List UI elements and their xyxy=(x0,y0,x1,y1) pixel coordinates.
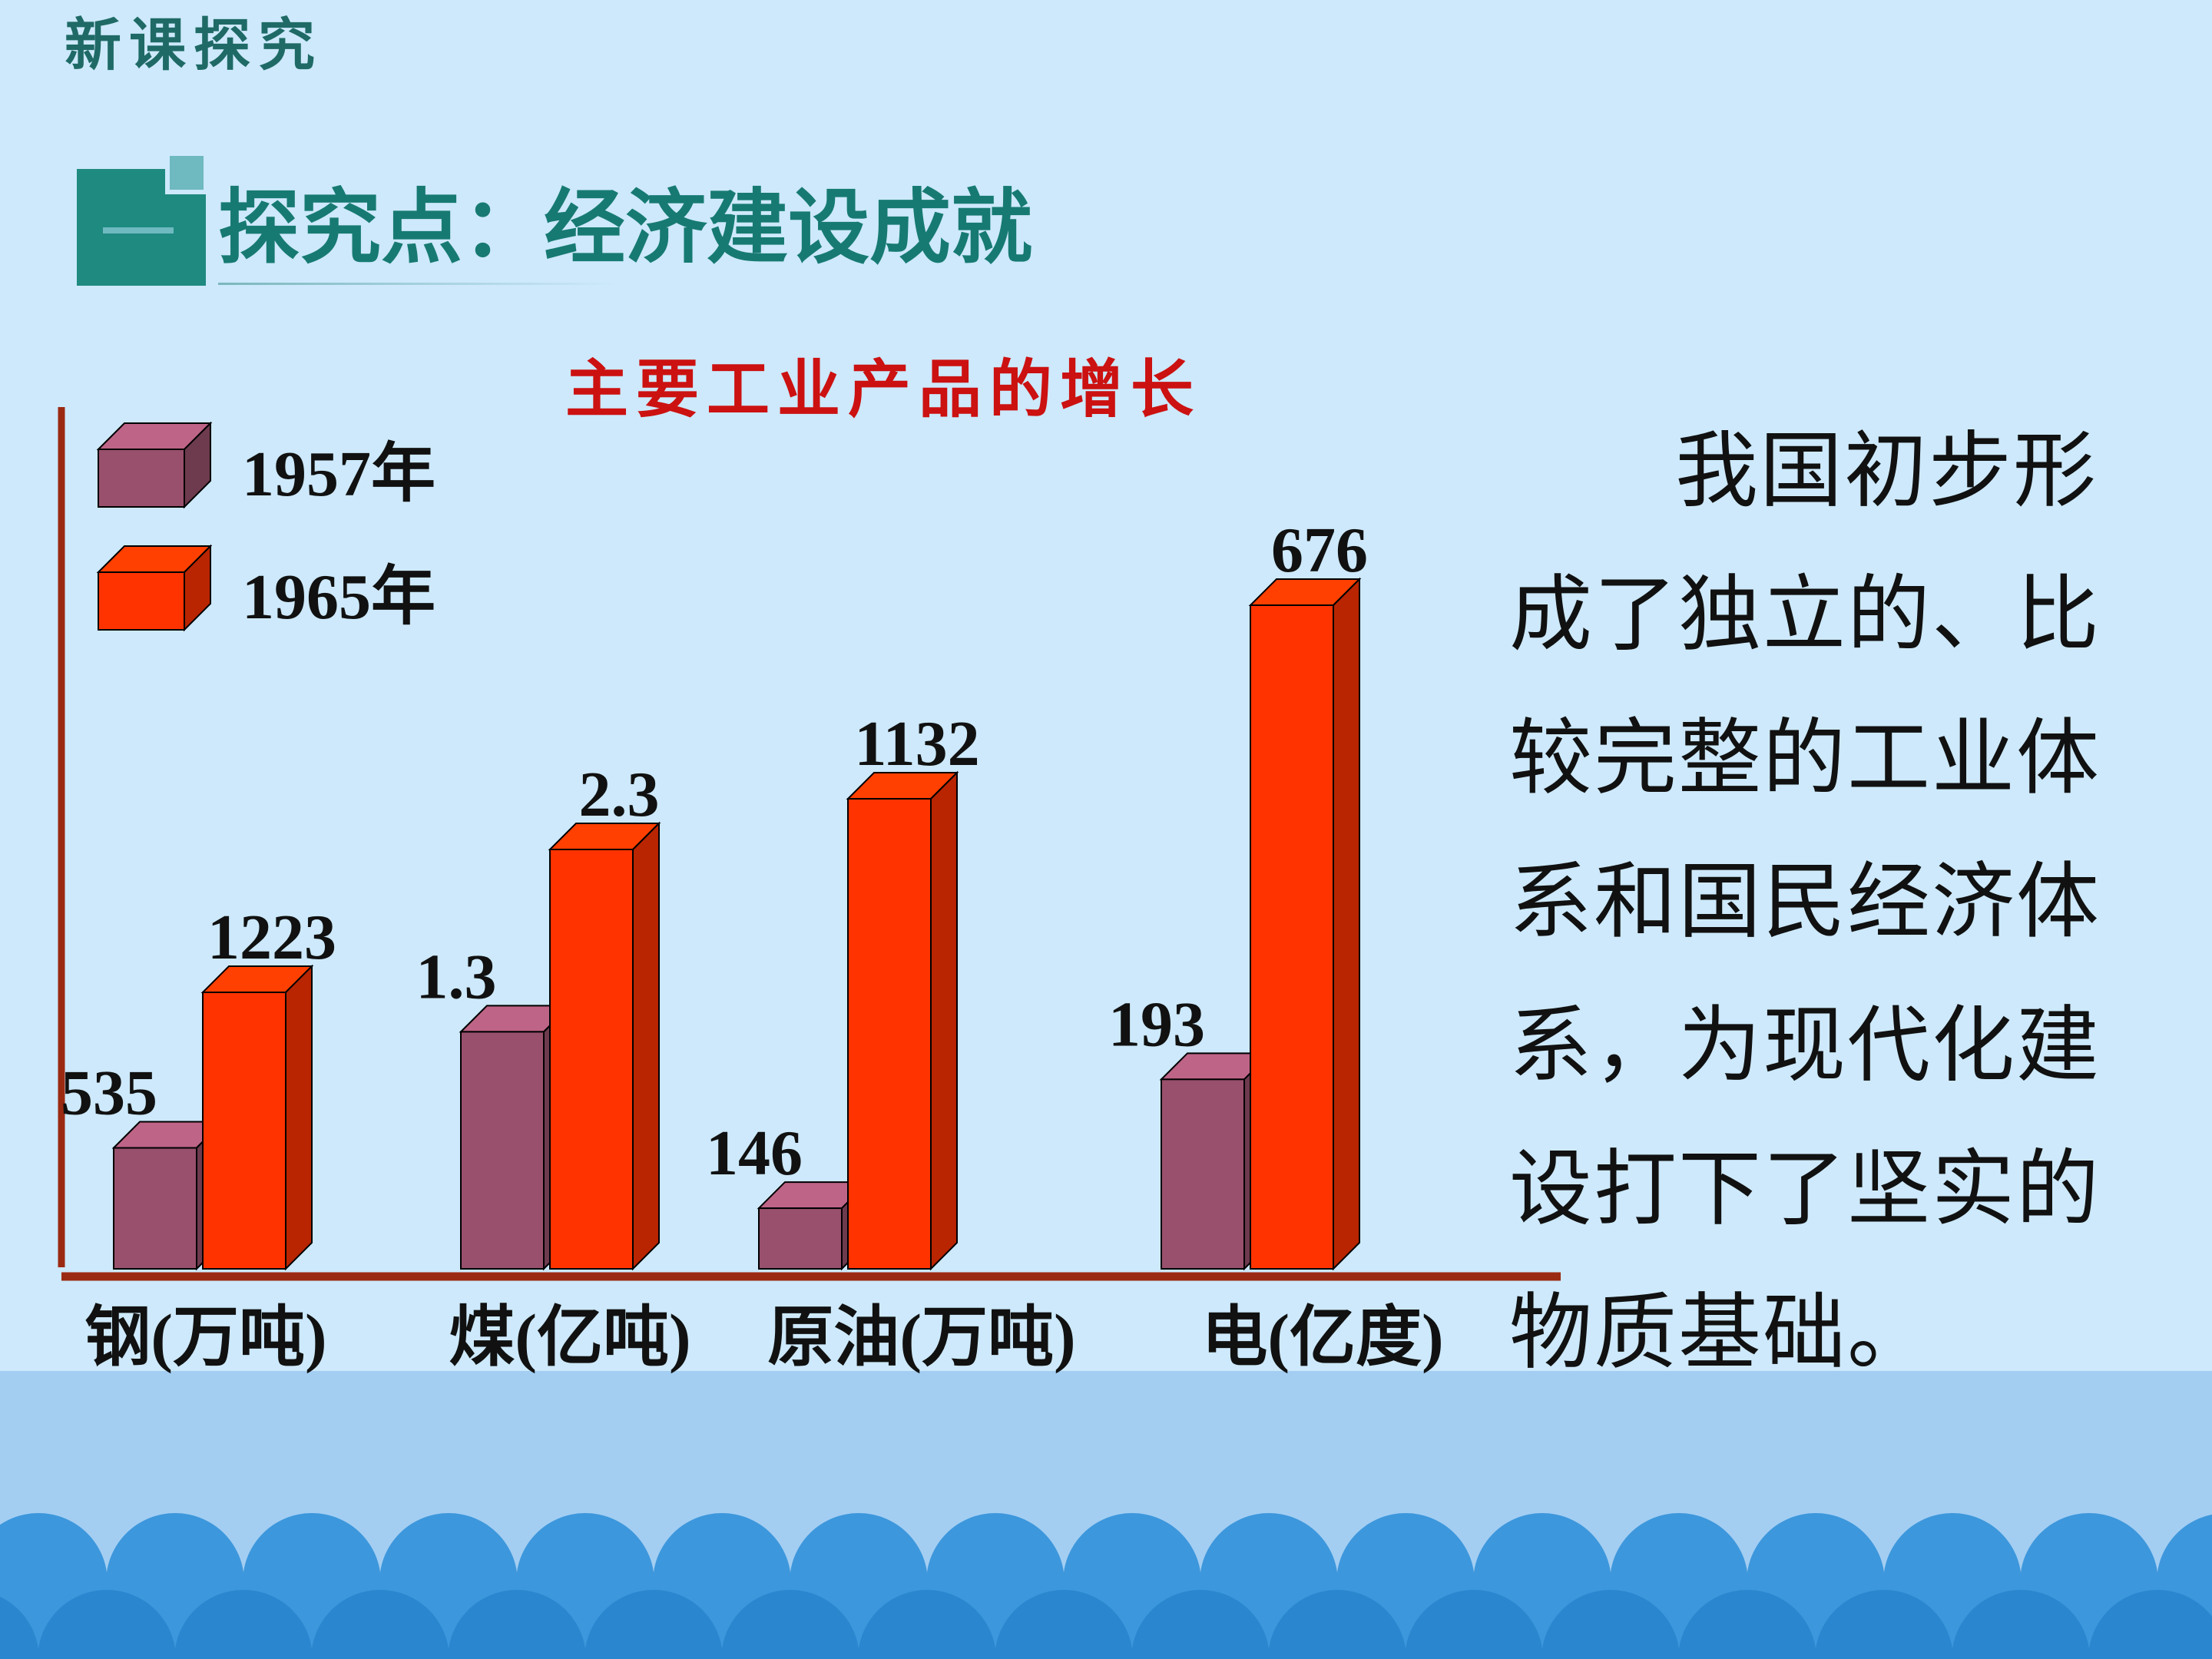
fish-scale-decoration xyxy=(0,1513,2212,1659)
data-label-1-0: 1223 xyxy=(207,902,336,973)
scale-shape xyxy=(448,1590,586,1659)
scale-shape xyxy=(858,1590,996,1659)
scale-shape xyxy=(1815,1590,1953,1659)
scale-shape xyxy=(1678,1590,1816,1659)
scale-shape xyxy=(38,1590,176,1659)
data-label-1-2: 1132 xyxy=(854,708,979,780)
teal-square-with-dash-icon xyxy=(77,154,207,286)
legend-label-1: 1965年 xyxy=(242,561,435,633)
scale-shape xyxy=(1131,1590,1270,1659)
section-title: 探究点：经济建设成就 xyxy=(218,180,1032,275)
category-label-3: 电(亿度) xyxy=(1201,1300,1443,1374)
chart-legend: 1957年 1965年 xyxy=(96,421,435,633)
data-label-0-2: 146 xyxy=(706,1118,803,1189)
legend-label-0: 1957年 xyxy=(242,439,435,510)
title-underline xyxy=(218,283,618,285)
scale-shape xyxy=(311,1590,449,1659)
chart-category-labels: 钢(万吨) 煤(亿吨) 原油(万吨) 电(亿度) xyxy=(84,1300,1443,1374)
data-label-0-3: 193 xyxy=(1108,988,1205,1060)
data-label-1-3: 676 xyxy=(1271,515,1368,586)
data-label-0-1: 1.3 xyxy=(416,941,497,1012)
bar-1-2 xyxy=(846,770,959,1271)
bar-1-1 xyxy=(548,821,661,1271)
category-label-0: 钢(万吨) xyxy=(84,1300,326,1374)
scale-shape xyxy=(1541,1590,1680,1659)
scale-shape xyxy=(174,1590,313,1659)
legend-swatch-0 xyxy=(96,421,213,509)
legend-swatch-1 xyxy=(96,544,213,632)
category-label-2: 原油(万吨) xyxy=(767,1300,1075,1374)
slide-header: 新课探究 xyxy=(65,12,323,78)
bar-1-0 xyxy=(200,964,314,1271)
data-label-0-0: 535 xyxy=(61,1058,157,1129)
scale-shape xyxy=(721,1590,859,1659)
scale-shape xyxy=(995,1590,1133,1659)
chart-value-labels: 535 1223 1.3 2.3 146 1132 193 676 xyxy=(61,515,1368,1189)
scale-shape xyxy=(0,1596,39,1659)
bar-1-3 xyxy=(1248,577,1362,1271)
scale-shape xyxy=(584,1590,723,1659)
chart-title: 主要工业产品的增长 xyxy=(565,355,1201,425)
data-label-1-1: 2.3 xyxy=(579,759,660,830)
body-paragraph: 我国初步形成了独立的、比较完整的工业体系和国民经济体系，为现代化建设打下了坚实的… xyxy=(1509,423,2101,1381)
scale-shape xyxy=(1268,1590,1406,1659)
scale-shape xyxy=(2088,1590,2212,1659)
scale-shape xyxy=(1952,1590,2090,1659)
chart-bars xyxy=(111,577,1362,1271)
scale-shape xyxy=(1405,1590,1543,1659)
category-label-1: 煤(亿吨) xyxy=(449,1300,690,1374)
